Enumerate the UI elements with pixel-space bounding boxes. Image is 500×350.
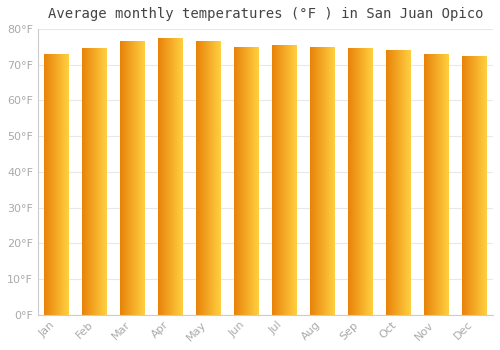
Title: Average monthly temperatures (°F ) in San Juan Opico: Average monthly temperatures (°F ) in Sa…	[48, 7, 483, 21]
